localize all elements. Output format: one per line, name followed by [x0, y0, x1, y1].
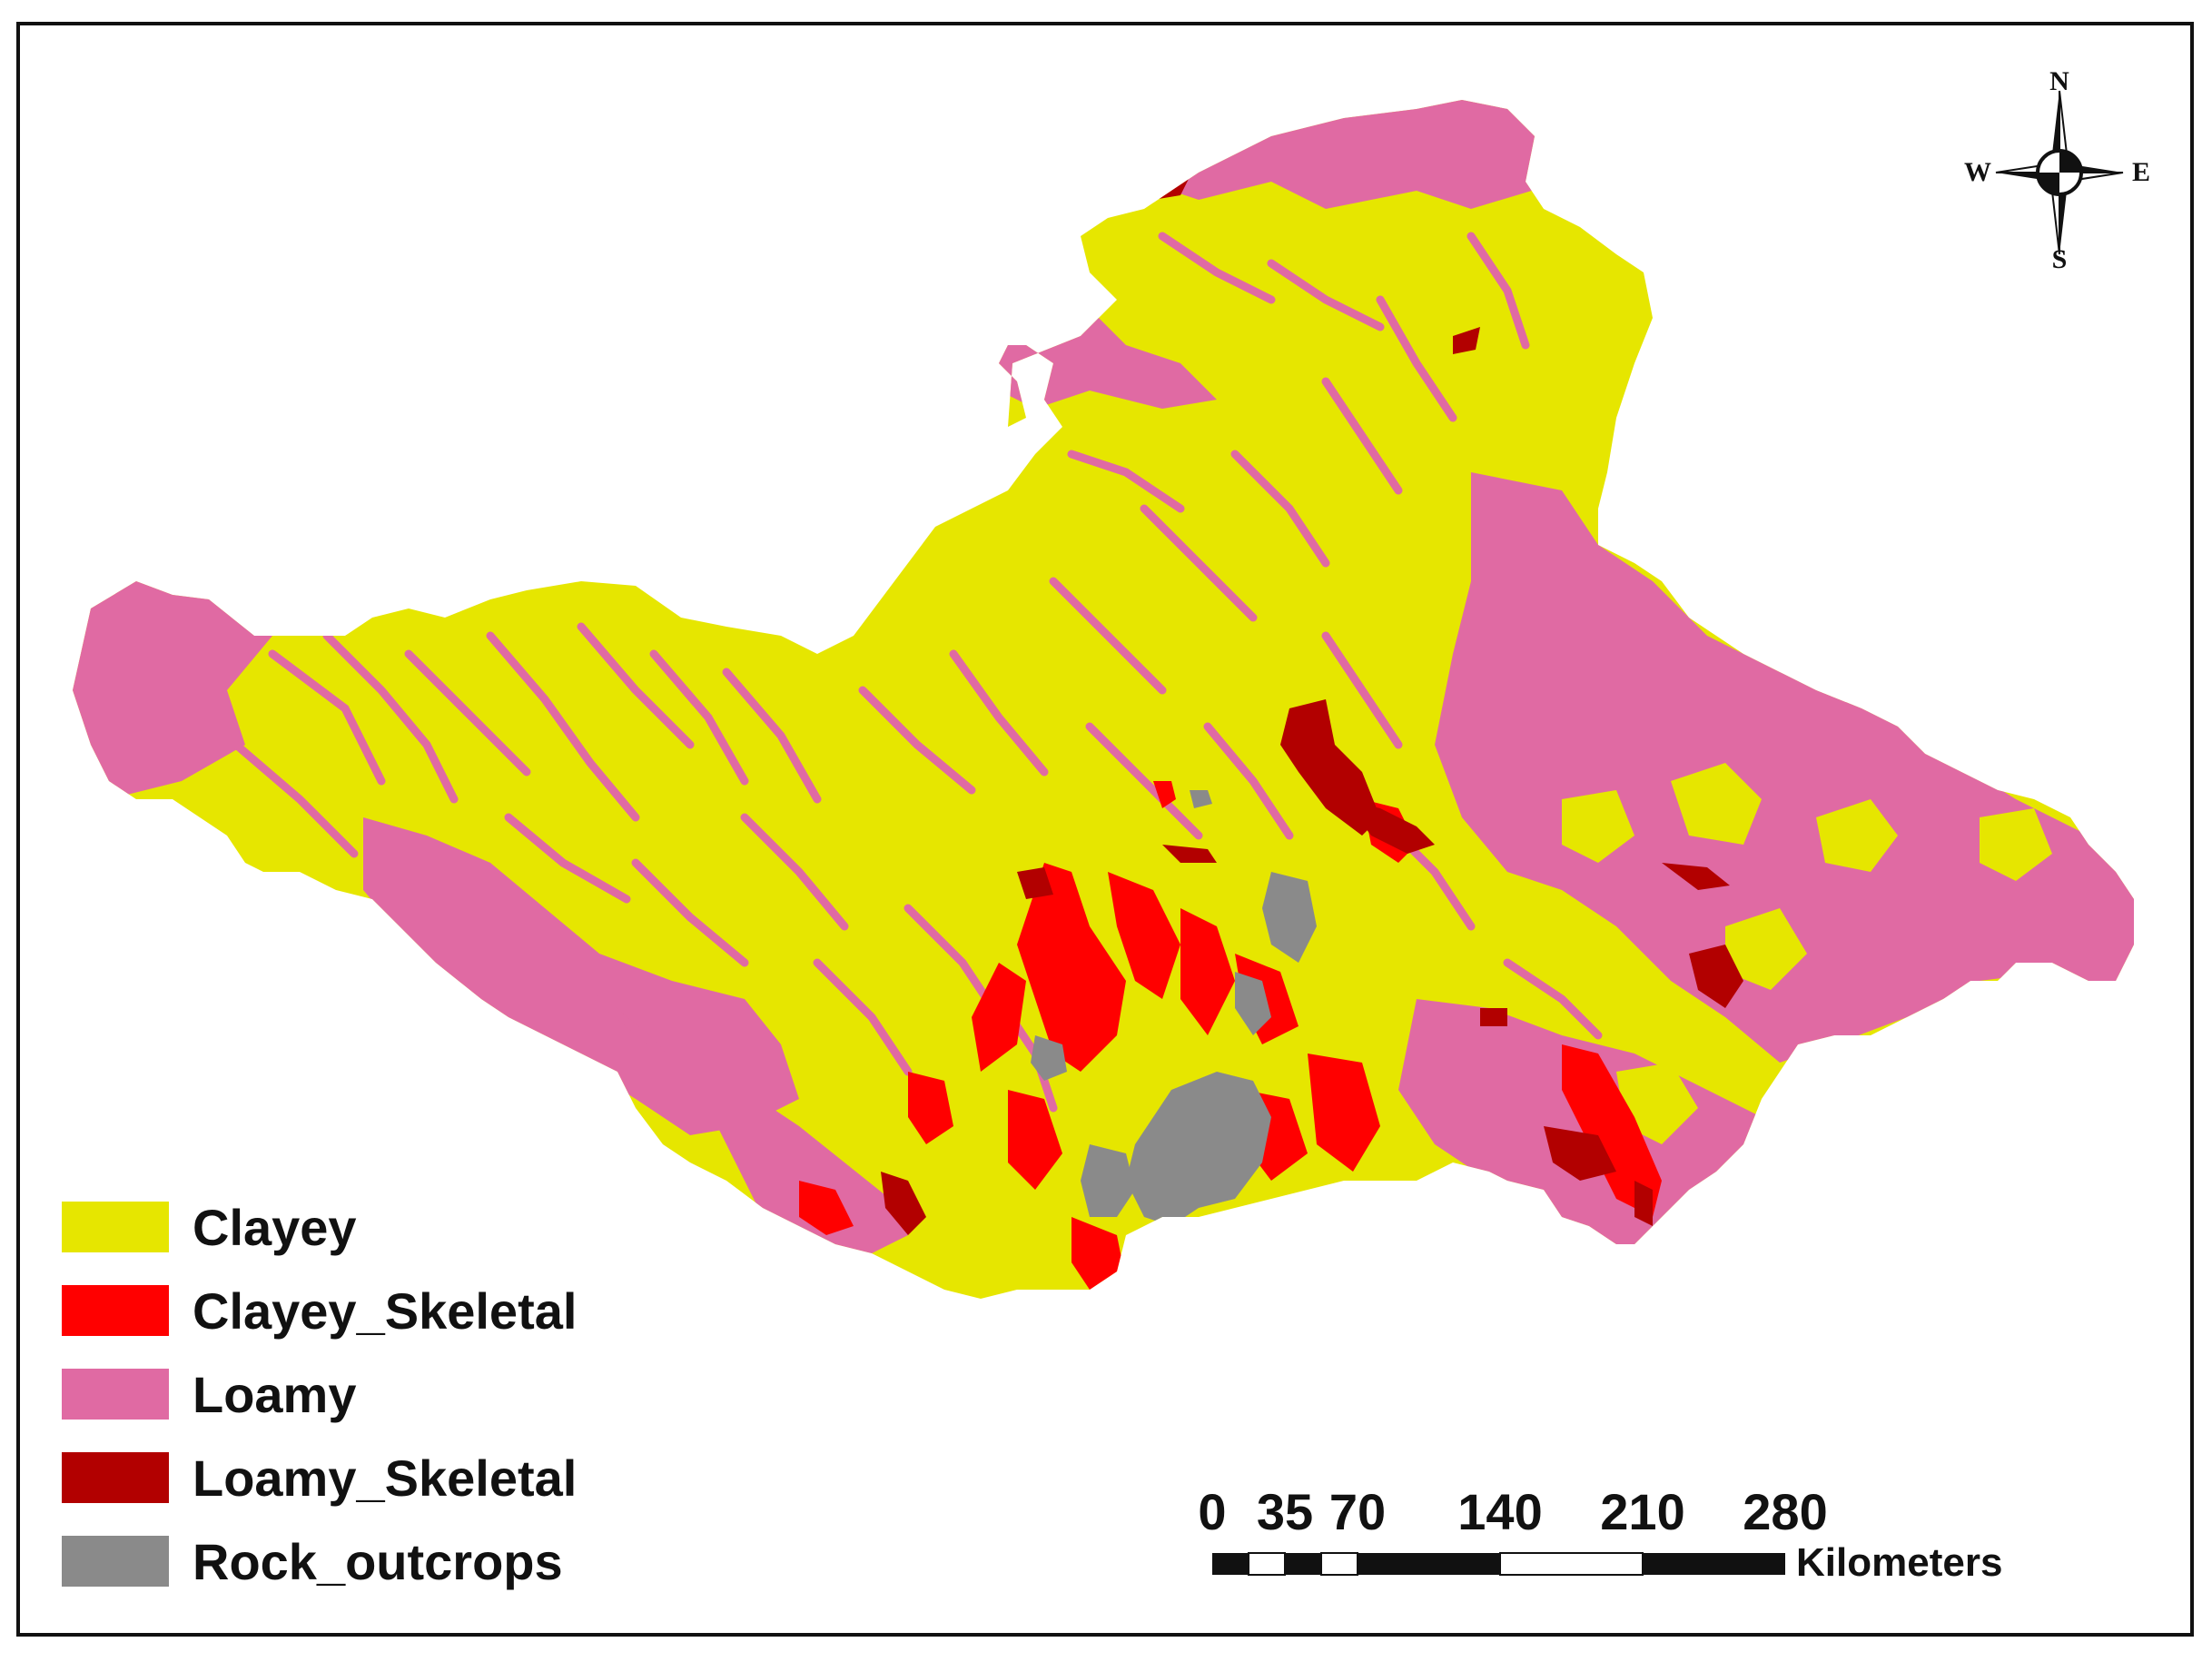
scale-label-280: 280: [1743, 1483, 1828, 1540]
scale-label-35: 35: [1256, 1483, 1314, 1540]
legend-label-loamy-skeletal: Loamy_Skeletal: [193, 1449, 578, 1507]
legend-label-clayey-skeletal: Clayey_Skeletal: [193, 1281, 578, 1340]
legend-swatch-rock-outcrops: [62, 1536, 169, 1587]
scale-label-70: 70: [1328, 1483, 1387, 1540]
compass-rose-icon: [1995, 90, 2124, 255]
legend-item-loamy: Loamy: [62, 1352, 577, 1436]
legend-label-rock-outcrops: Rock_outcrops: [193, 1532, 563, 1590]
scale-unit-label: Kilometers: [1796, 1540, 2003, 1585]
legend-swatch-clayey-skeletal: [62, 1285, 169, 1336]
legend-item-clayey-skeletal: Clayey_Skeletal: [62, 1269, 577, 1352]
scale-label-140: 140: [1457, 1483, 1543, 1540]
scale-label-0: 0: [1198, 1483, 1227, 1540]
compass-west-label: W: [1964, 157, 1991, 187]
legend: Clayey Clayey_Skeletal Loamy Loamy_Skele…: [62, 1185, 577, 1603]
legend-swatch-clayey: [62, 1202, 169, 1252]
compass-east-label: E: [2131, 157, 2151, 187]
legend-swatch-loamy: [62, 1369, 169, 1420]
scale-label-210: 210: [1600, 1483, 1685, 1540]
legend-label-clayey: Clayey: [193, 1198, 357, 1256]
scale-bar: [1212, 1552, 1785, 1576]
legend-item-rock-outcrops: Rock_outcrops: [62, 1519, 577, 1603]
legend-label-loamy: Loamy: [193, 1365, 357, 1423]
legend-swatch-loamy-skeletal: [62, 1452, 169, 1503]
legend-item-loamy-skeletal: Loamy_Skeletal: [62, 1436, 577, 1519]
legend-item-clayey: Clayey: [62, 1185, 577, 1269]
compass-south-label: S: [2051, 244, 2068, 274]
map-frame: [16, 22, 2194, 1637]
compass-north-label: N: [2049, 66, 2069, 96]
